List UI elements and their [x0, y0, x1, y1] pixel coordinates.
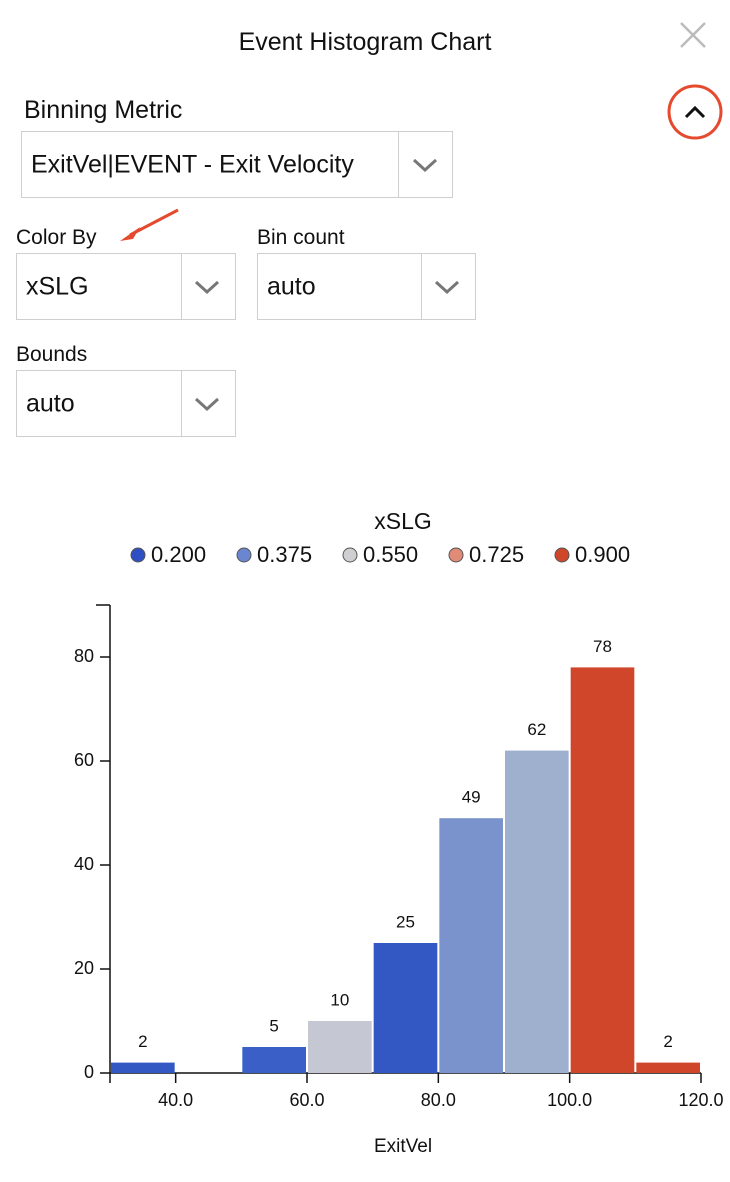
legend-swatch: [554, 547, 570, 563]
bar-value-label: 10: [330, 990, 349, 1009]
chevron: [434, 280, 460, 294]
chevron: [194, 280, 220, 294]
chevron: [412, 158, 438, 172]
legend-label: 0.200: [151, 542, 206, 567]
x-tick-label: 80.0: [421, 1090, 456, 1110]
bar: [242, 1047, 306, 1073]
divider: [181, 371, 182, 436]
bar: [570, 667, 635, 1073]
binning-metric-select[interactable]: ExitVel|EVENT - Exit Velocity: [21, 131, 453, 198]
bar-value-label: 2: [663, 1032, 672, 1051]
y-tick-label: 40: [74, 854, 94, 874]
divider: [421, 254, 422, 319]
y-tick-label: 0: [84, 1062, 94, 1082]
collapse-button[interactable]: [666, 83, 726, 143]
legend-swatch: [342, 547, 358, 563]
select-value: auto: [267, 272, 316, 300]
dialog-title: Event Histogram Chart: [238, 28, 492, 56]
color-by-select[interactable]: xSLG: [16, 253, 236, 320]
y-tick-label: 20: [74, 958, 94, 978]
bar-value-label: 78: [593, 637, 612, 656]
bar: [111, 1062, 175, 1073]
bounds-select[interactable]: auto: [16, 370, 236, 437]
bar: [373, 943, 438, 1073]
bar-value-label: 5: [269, 1016, 278, 1035]
x-tick-label: 60.0: [289, 1090, 324, 1110]
select-value: auto: [26, 389, 75, 417]
bar: [439, 818, 503, 1073]
binning-metric-label: Binning Metric: [24, 96, 183, 124]
x-tick-label: 100.0: [547, 1090, 592, 1110]
bounds-label: Bounds: [16, 343, 88, 366]
bar-value-label: 62: [527, 720, 546, 739]
bar-value-label: 25: [396, 912, 415, 931]
annotation-arrow: [120, 208, 179, 241]
close-button[interactable]: [678, 20, 708, 50]
legend-swatch: [448, 547, 464, 563]
legend-label: 0.725: [469, 542, 524, 567]
legend-label: 0.900: [575, 542, 630, 567]
legend-swatch: [236, 547, 252, 563]
chevron: [194, 397, 220, 411]
bar-value-label: 49: [462, 788, 481, 807]
x-tick-label: 120.0: [678, 1090, 723, 1110]
legend-label: 0.375: [257, 542, 312, 567]
bar-value-label: 2: [138, 1032, 147, 1051]
bar: [636, 1062, 700, 1073]
legend-title: xSLG: [374, 508, 432, 534]
select-value: ExitVel|EVENT - Exit Velocity: [31, 150, 354, 178]
y-tick-label: 60: [74, 750, 94, 770]
divider: [398, 132, 399, 197]
histogram-chart: xSLG ExitVel 0.200 0.375 0.550 0.725 0.900 0 2…: [74, 508, 724, 1157]
legend-swatch: [130, 547, 146, 563]
bar: [505, 750, 569, 1073]
bin-count-select[interactable]: auto: [257, 253, 476, 320]
select-value: xSLG: [26, 272, 89, 300]
divider: [181, 254, 182, 319]
color-by-label: Color By: [16, 226, 97, 249]
bin-count-label: Bin count: [257, 226, 345, 249]
y-tick-label: 80: [74, 646, 94, 666]
legend-label: 0.550: [363, 542, 418, 567]
x-axis-label: ExitVel: [374, 1136, 432, 1157]
x-tick-label: 40.0: [158, 1090, 193, 1110]
bar: [308, 1021, 372, 1073]
